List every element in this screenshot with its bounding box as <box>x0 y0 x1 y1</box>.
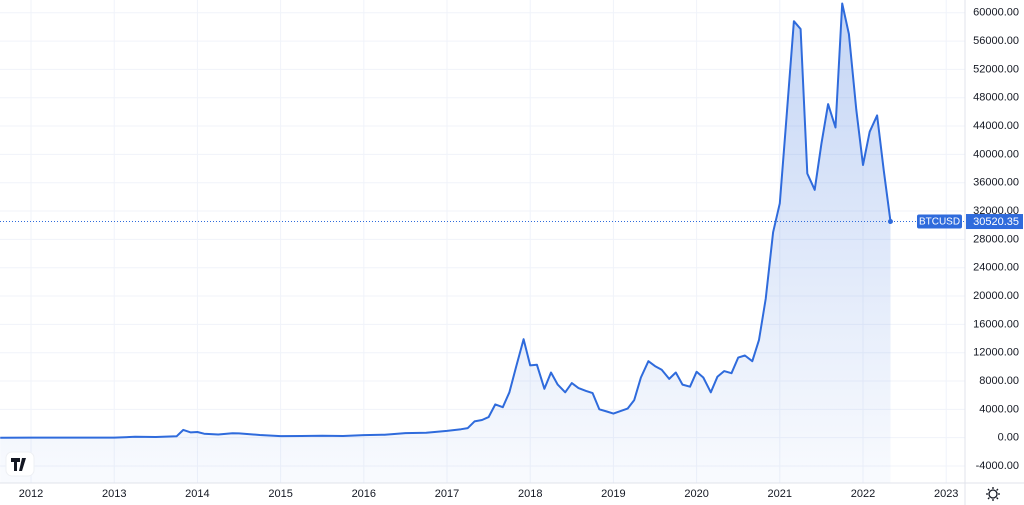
x-tick-label: 2019 <box>601 488 625 500</box>
legend-label: BTCUSD <box>919 217 960 228</box>
price-label: 30520.35 <box>973 216 1019 228</box>
legend-box <box>917 214 962 229</box>
x-tick-label: 2012 <box>19 488 43 500</box>
x-tick-label: 2015 <box>268 488 292 500</box>
settings-icon[interactable] <box>986 487 1000 501</box>
y-tick-label: 8000.00 <box>979 375 1019 387</box>
y-tick-label: 44000.00 <box>973 120 1019 132</box>
y-tick-label: 52000.00 <box>973 63 1019 75</box>
y-tick-label: 56000.00 <box>973 35 1019 47</box>
y-tick-label: 20000.00 <box>973 290 1019 302</box>
y-tick-label: 60000.00 <box>973 7 1019 19</box>
y-tick-label: 40000.00 <box>973 148 1019 160</box>
y-tick-label: 36000.00 <box>973 177 1019 189</box>
x-tick-label: 2021 <box>768 488 792 500</box>
y-tick-label: 24000.00 <box>973 262 1019 274</box>
y-tick-label: 48000.00 <box>973 92 1019 104</box>
last-point <box>887 219 893 225</box>
y-tick-label: -4000.00 <box>976 460 1019 472</box>
area <box>0 3 891 483</box>
y-tick-label: 28000.00 <box>973 233 1019 245</box>
y-tick-label: 32000.00 <box>973 205 1019 217</box>
x-tick-label: 2023 <box>934 488 958 500</box>
x-tick-label: 2018 <box>518 488 542 500</box>
x-tick-label: 2020 <box>684 488 708 500</box>
logo <box>5 451 35 477</box>
y-tick-label: 16000.00 <box>973 318 1019 330</box>
y-tick-label: 4000.00 <box>979 403 1019 415</box>
x-tick-label: 2013 <box>102 488 126 500</box>
y-tick-label: 12000.00 <box>973 347 1019 359</box>
price-label-box <box>966 214 1023 230</box>
x-tick-label: 2017 <box>435 488 459 500</box>
y-tick-label: 0.00 <box>998 432 1019 444</box>
x-tick-label: 2016 <box>352 488 376 500</box>
x-tick-label: 2022 <box>851 488 875 500</box>
line <box>0 2 892 439</box>
x-tick-label: 2014 <box>185 488 209 500</box>
